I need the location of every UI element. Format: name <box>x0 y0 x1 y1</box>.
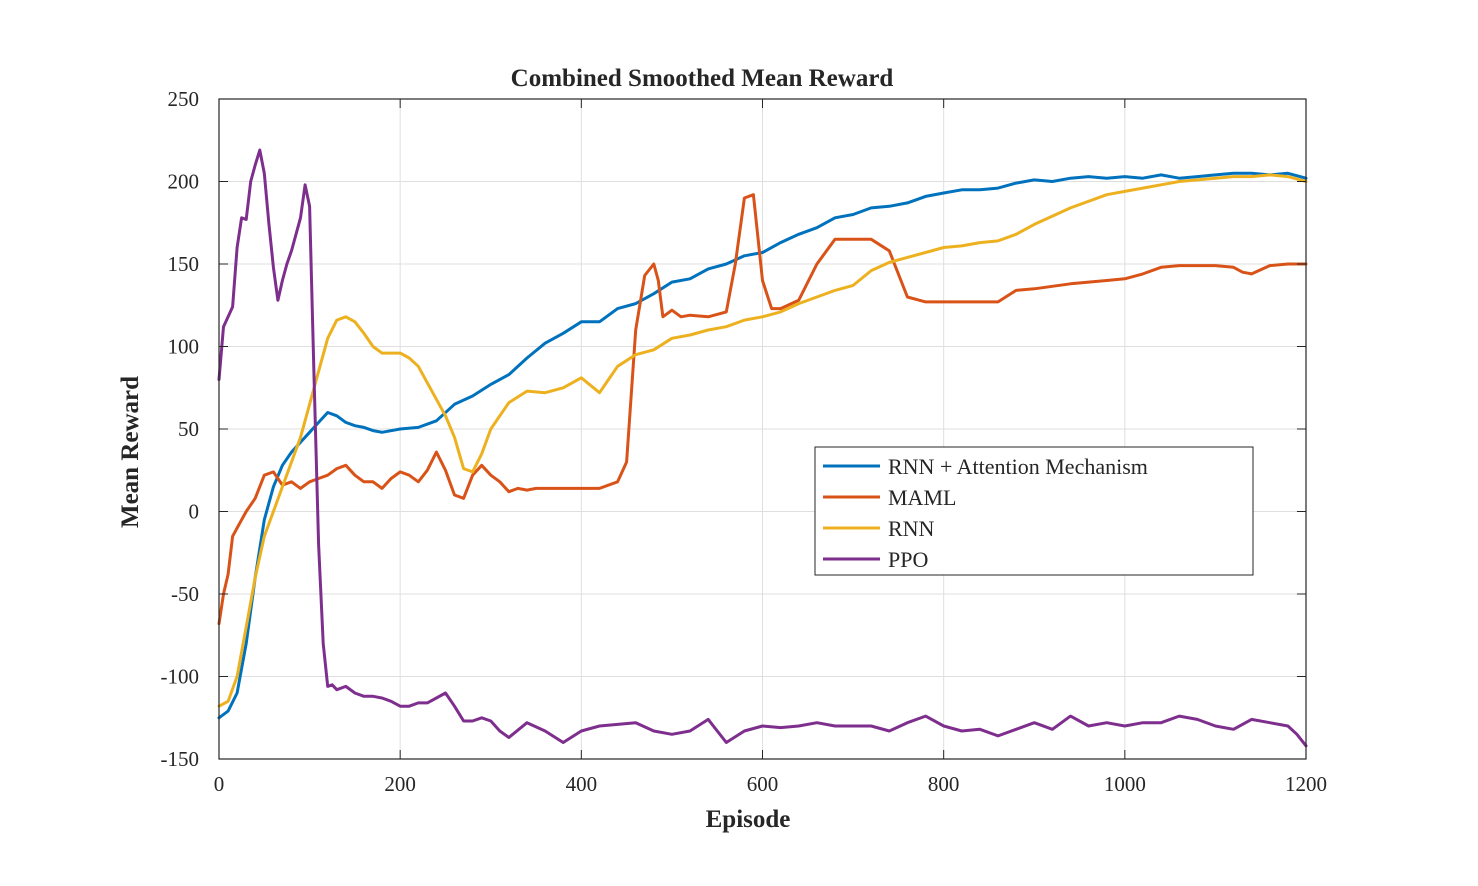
x-tick-label: 400 <box>566 772 598 796</box>
y-tick-label: 100 <box>168 335 200 359</box>
legend: RNN + Attention Mechanism MAML RNN PPO <box>814 446 1254 576</box>
y-tick-label: -100 <box>161 665 200 689</box>
axis-ticks <box>218 98 1307 760</box>
x-tick-label: 600 <box>747 772 779 796</box>
series-line-rnn <box>217 173 1308 708</box>
x-tick-label: 0 <box>214 772 225 796</box>
legend-label-rnn: RNN <box>888 516 935 541</box>
y-axis-label: Mean Reward <box>117 376 144 528</box>
x-tick-label: 1200 <box>1285 772 1327 796</box>
y-tick-label: -150 <box>161 747 200 771</box>
series-layer <box>217 148 1308 748</box>
series-line-rnn-attention-mechanism <box>217 171 1308 720</box>
y-tick-label: 0 <box>189 500 200 524</box>
legend-label-ppo: PPO <box>888 547 928 572</box>
y-tick-label: -50 <box>171 582 199 606</box>
series-line-maml <box>217 193 1308 626</box>
legend-box <box>814 446 1254 576</box>
x-tick-label: 800 <box>928 772 960 796</box>
y-tick-label: 250 <box>168 87 200 111</box>
y-tick-label: 200 <box>168 170 200 194</box>
tick-labels: 0 200 400 600 800 1000 1200 -150 -100 -50 0 50 100 15… <box>161 87 1328 796</box>
series-line-ppo <box>217 148 1308 748</box>
chart-title: Combined Smoothed Mean Reward <box>511 65 894 92</box>
x-tick-label: 200 <box>384 772 416 796</box>
x-tick-label: 1000 <box>1104 772 1146 796</box>
legend-label-rnn-attention-mechanism: RNN + Attention Mechanism <box>888 454 1148 479</box>
legend-label-maml: MAML <box>888 485 956 510</box>
legend-items: RNN + Attention Mechanism MAML RNN PPO <box>823 454 1148 572</box>
y-tick-label: 50 <box>178 417 199 441</box>
y-tick-label: 150 <box>168 252 200 276</box>
x-axis-label: Episode <box>706 806 791 833</box>
